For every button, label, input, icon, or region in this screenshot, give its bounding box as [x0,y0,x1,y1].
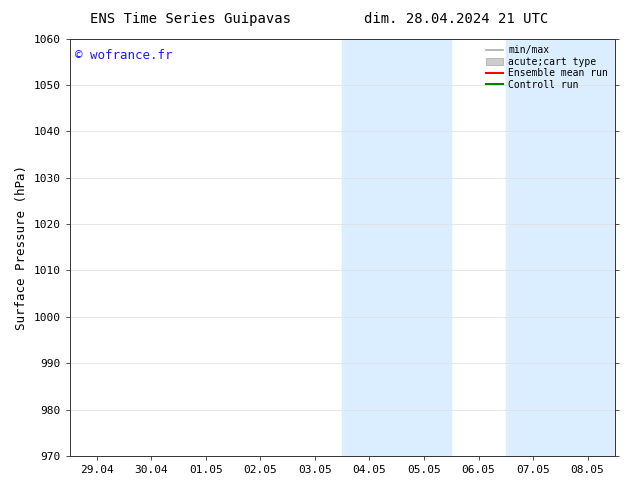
Bar [506,39,615,456]
Y-axis label: Surface Pressure (hPa): Surface Pressure (hPa) [15,165,28,330]
Text: ENS Time Series Guipavas: ENS Time Series Guipavas [89,12,291,26]
Legend: min/max, acute;cart type, Ensemble mean run, Controll run: min/max, acute;cart type, Ensemble mean … [484,44,610,92]
Bar [342,39,451,456]
Text: dim. 28.04.2024 21 UTC: dim. 28.04.2024 21 UTC [365,12,548,26]
Text: © wofrance.fr: © wofrance.fr [75,49,172,62]
